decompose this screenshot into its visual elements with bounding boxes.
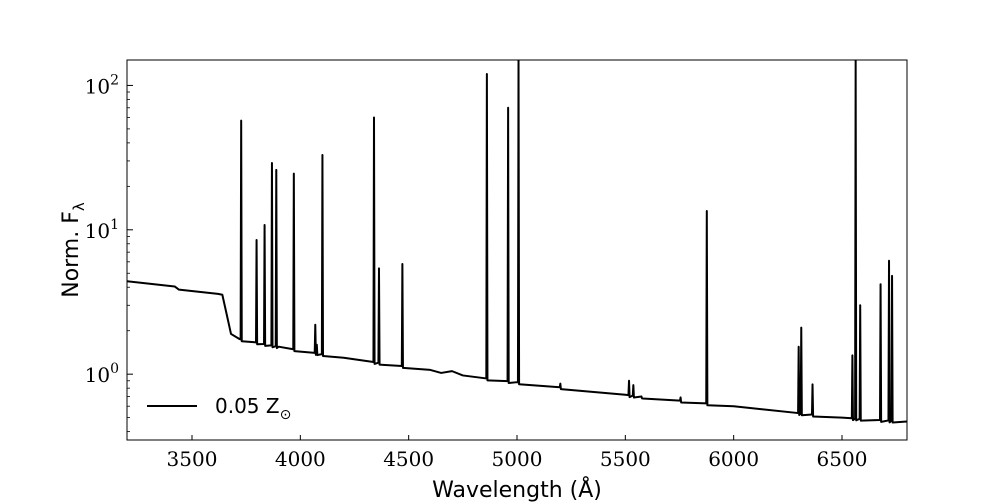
x-tick-label: 3500 <box>167 447 218 471</box>
y-tick-label: 101 <box>85 217 119 243</box>
y-tick-label: 102 <box>85 72 119 98</box>
plot-frame <box>126 59 908 441</box>
spectrum-line <box>127 60 907 424</box>
y-tick-label: 100 <box>85 361 119 387</box>
x-tick-label: 6500 <box>817 447 868 471</box>
y-axis-label: Norm. Fλ <box>59 202 88 298</box>
y-axis-ticks: 100 101 102 <box>85 72 133 433</box>
x-tick-label: 5500 <box>600 447 651 471</box>
y-axis-label-subscript: λ <box>70 202 88 211</box>
x-tick-label: 5000 <box>492 447 543 471</box>
x-axis-ticks: 3500 4000 4500 5000 5500 6000 6500 <box>167 435 868 471</box>
legend-label: 0.05 Z⊙ <box>215 394 291 423</box>
x-axis-label: Wavelength (Å) <box>432 476 602 503</box>
y-axis-label-main: Norm. F <box>59 211 84 298</box>
legend-label-subscript: ⊙ <box>280 407 292 423</box>
x-tick-label: 6000 <box>708 447 759 471</box>
legend: 0.05 Z⊙ <box>147 394 291 423</box>
legend-label-main: 0.05 Z <box>215 394 280 418</box>
x-tick-label: 4000 <box>275 447 326 471</box>
x-tick-label: 4500 <box>383 447 434 471</box>
